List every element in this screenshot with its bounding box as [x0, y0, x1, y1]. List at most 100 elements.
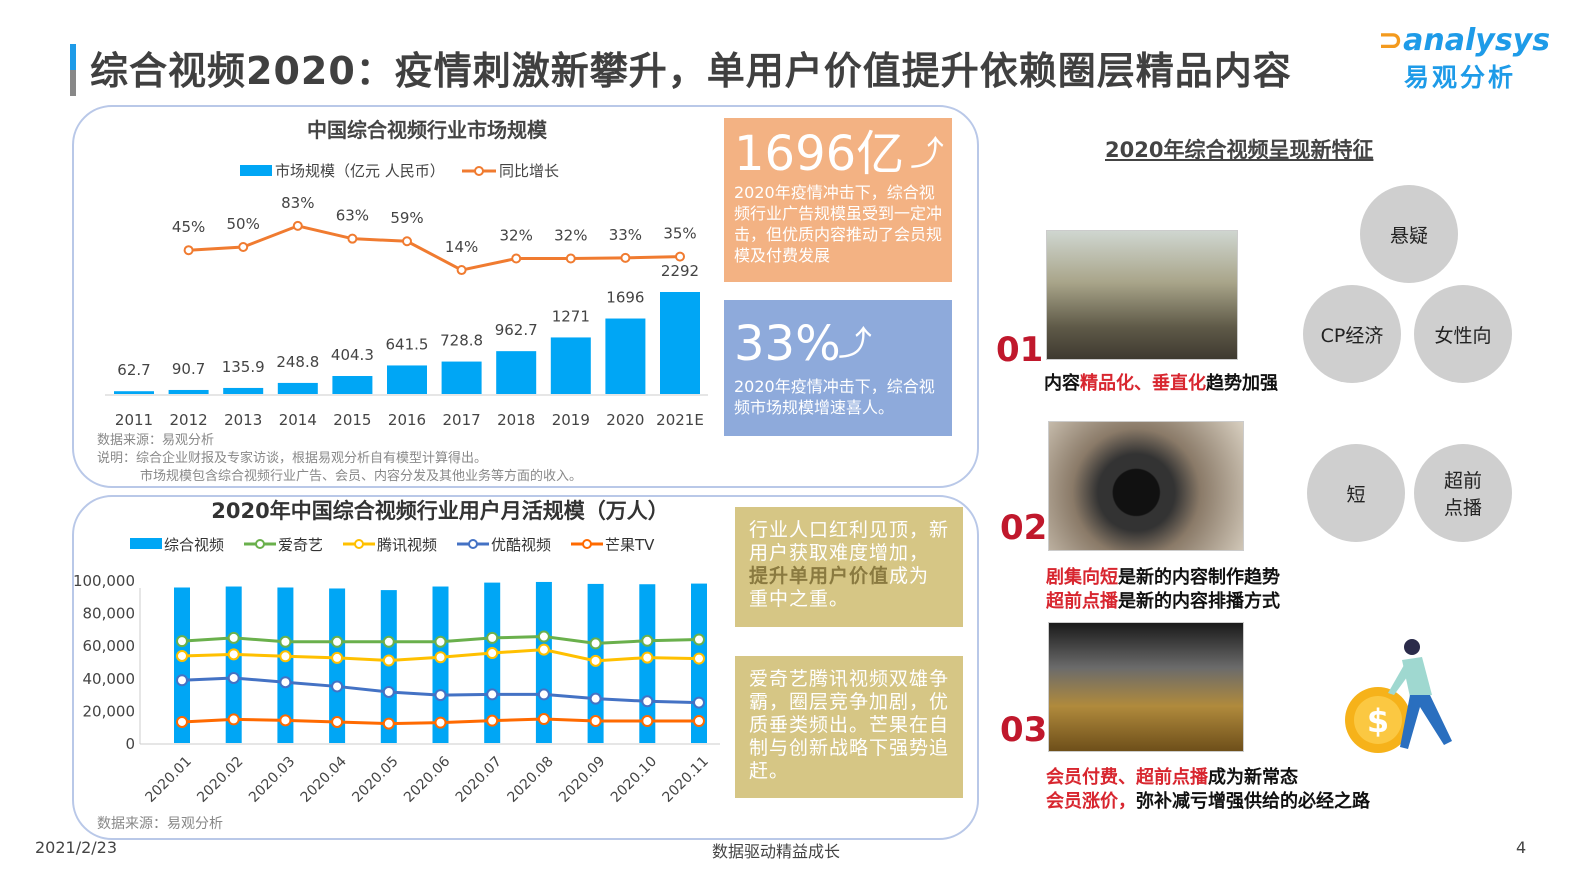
growth-point-2013 — [238, 242, 249, 252]
arrow-up-icon: ⤴ — [838, 324, 872, 364]
x-tick-2015: 2015 — [333, 411, 371, 429]
x-tick-2020.05: 2020.05 — [349, 754, 401, 806]
cap-text: 趋势加强 — [1206, 373, 1278, 394]
point-腾讯视频-2020.02 — [227, 648, 240, 661]
insight1-post: 成为重中之重。 — [749, 565, 930, 610]
tag-circle-advance: 超前点播 — [1414, 444, 1512, 542]
person-pushing-coin-illustration: $ — [1345, 639, 1452, 753]
point-爱奇艺-2020.10 — [641, 634, 654, 647]
point-腾讯视频-2020.04 — [331, 651, 344, 664]
legend-item: 优酷视频 — [491, 536, 551, 554]
bar-mau-2020.04 — [329, 588, 346, 743]
growth-label-2015: 63% — [336, 207, 369, 225]
bar-market-2011 — [114, 391, 154, 394]
point-腾讯视频-2020.03 — [279, 650, 292, 663]
point-腾讯视频-2020.08 — [537, 643, 550, 656]
coins-photo — [1048, 622, 1244, 752]
bar-label-2019: 1271 — [552, 307, 590, 325]
bar-market-2012 — [168, 389, 209, 394]
features-title: 2020年综合视频呈现新特征 — [1105, 138, 1374, 162]
point-爱奇艺-2020.08 — [537, 630, 550, 643]
point-优酷视频-2020.03 — [279, 676, 292, 689]
x-tick-2013: 2013 — [224, 411, 262, 429]
point-优酷视频-2020.02 — [227, 671, 240, 684]
legend-growth-marker — [474, 166, 484, 176]
point-优酷视频-2020.05 — [382, 685, 395, 698]
legend-item: 爱奇艺 — [278, 536, 323, 554]
point-爱奇艺-2020.03 — [279, 635, 292, 648]
growth-point-2012 — [183, 245, 194, 256]
growth-highlight-box: 33% ⤴ 2020年疫情冲击下，综合视频市场规模增速喜人。 — [724, 300, 952, 436]
growth-label-2020: 33% — [609, 226, 642, 244]
bar-mau-2020.01 — [174, 587, 190, 743]
legend-swatch — [130, 538, 162, 549]
point-爱奇艺-2020.01 — [176, 635, 188, 648]
legend-marker — [468, 539, 478, 549]
x-tick-2020.11: 2020.11 — [660, 754, 712, 806]
bar-label-2012: 90.7 — [172, 360, 205, 378]
point-芒果TV-2020.02 — [227, 713, 240, 726]
tag-circle-female: 女性向 — [1414, 285, 1512, 383]
x-tick-2020: 2020 — [606, 411, 644, 429]
page-title: 综合视频2020：疫情刺激新攀升，单用户价值提升依赖圈层精品内容 — [90, 49, 1292, 93]
chart1-note-1: 说明：综合企业财报及专家访谈，根据易观分析自有模型计算得出。 — [97, 451, 488, 466]
y-tick: 40,000 — [83, 670, 136, 688]
cap-text: 内容 — [1044, 373, 1080, 394]
cap-text: 成为新常态 — [1208, 767, 1298, 788]
bar-label-2011: 62.7 — [117, 361, 150, 379]
chart1-title: 中国综合视频行业市场规模 — [307, 118, 548, 142]
y-tick: 20,000 — [83, 702, 136, 720]
growth-point-2021E — [675, 251, 685, 262]
x-tick-2018: 2018 — [497, 411, 535, 429]
cap-text: 是新的内容排播方式 — [1118, 591, 1280, 612]
feature-caption-01: 内容精品化、垂直化趋势加强 — [1044, 372, 1278, 396]
x-tick-2016: 2016 — [388, 411, 426, 429]
point-芒果TV-2020.04 — [331, 715, 344, 728]
growth-point-2015 — [347, 233, 358, 244]
cap-highlight: 会员涨价， — [1046, 791, 1136, 812]
growth-big-number: 33% ⤴ — [734, 316, 944, 372]
bar-market-2013 — [223, 387, 264, 394]
y-tick: 80,000 — [83, 605, 136, 623]
x-tick-2020.07: 2020.07 — [453, 754, 505, 806]
point-芒果TV-2020.05 — [382, 717, 395, 730]
bar-mau-2020.02 — [225, 586, 242, 743]
point-优酷视频-2020.06 — [434, 689, 447, 702]
bar-mau-2020.07 — [484, 582, 501, 743]
bar-market-2019 — [550, 337, 591, 394]
tag-circle-short: 短 — [1307, 444, 1405, 542]
point-优酷视频-2020.10 — [641, 695, 654, 708]
bar-mau-2020.06 — [432, 586, 449, 743]
x-tick-2020.04: 2020.04 — [298, 753, 350, 805]
point-爱奇艺-2020.09 — [589, 637, 602, 650]
cap-text: 弥补减亏增强供给的必经之路 — [1136, 791, 1370, 812]
point-爱奇艺-2020.02 — [227, 631, 240, 644]
point-爱奇艺-2020.07 — [486, 631, 499, 644]
point-芒果TV-2020.07 — [486, 714, 499, 727]
chart2-title: 2020年中国综合视频行业用户月活规模（万人） — [211, 499, 668, 523]
point-芒果TV-2020.11 — [693, 714, 705, 727]
growth-label-2016: 59% — [390, 209, 423, 227]
drama-cast-photo — [1046, 230, 1238, 360]
point-爱奇艺-2020.06 — [434, 635, 447, 648]
bar-market-2018 — [496, 351, 537, 394]
legend-marker — [255, 539, 265, 549]
market-highlight-box: 1696亿 ⤴ 2020年疫情冲击下，综合视频行业广告规模虽受到一定冲击，但优质内… — [724, 118, 952, 282]
x-tick-2020.02: 2020.02 — [194, 754, 246, 806]
growth-point-2020 — [620, 252, 631, 263]
bar-market-2017 — [441, 361, 482, 394]
legend-bar-swatch — [240, 165, 272, 176]
market-text: 2020年疫情冲击下，综合视频行业广告规模虽受到一定冲击，但优质内容推动了会员规… — [734, 183, 943, 265]
cap-highlight: 超前点播 — [1046, 591, 1118, 612]
insight-box-2: 爱奇艺腾讯视频双雄争霸，圈层竞争加剧，优质垂类频出。芒果在自制与创新战略下强势追… — [735, 656, 963, 798]
insight1-bold: 提升单用户价值 — [749, 565, 890, 587]
point-芒果TV-2020.08 — [537, 713, 550, 726]
growth-point-2014 — [292, 220, 303, 231]
point-芒果TV-2020.06 — [434, 716, 447, 729]
growth-label-2012: 45% — [172, 218, 205, 236]
bar-label-2020: 1696 — [606, 289, 644, 307]
point-爱奇艺-2020.11 — [693, 633, 705, 646]
title-accent-bar — [70, 44, 76, 96]
x-tick-2014: 2014 — [279, 411, 317, 429]
x-tick-2020.06: 2020.06 — [401, 753, 453, 805]
